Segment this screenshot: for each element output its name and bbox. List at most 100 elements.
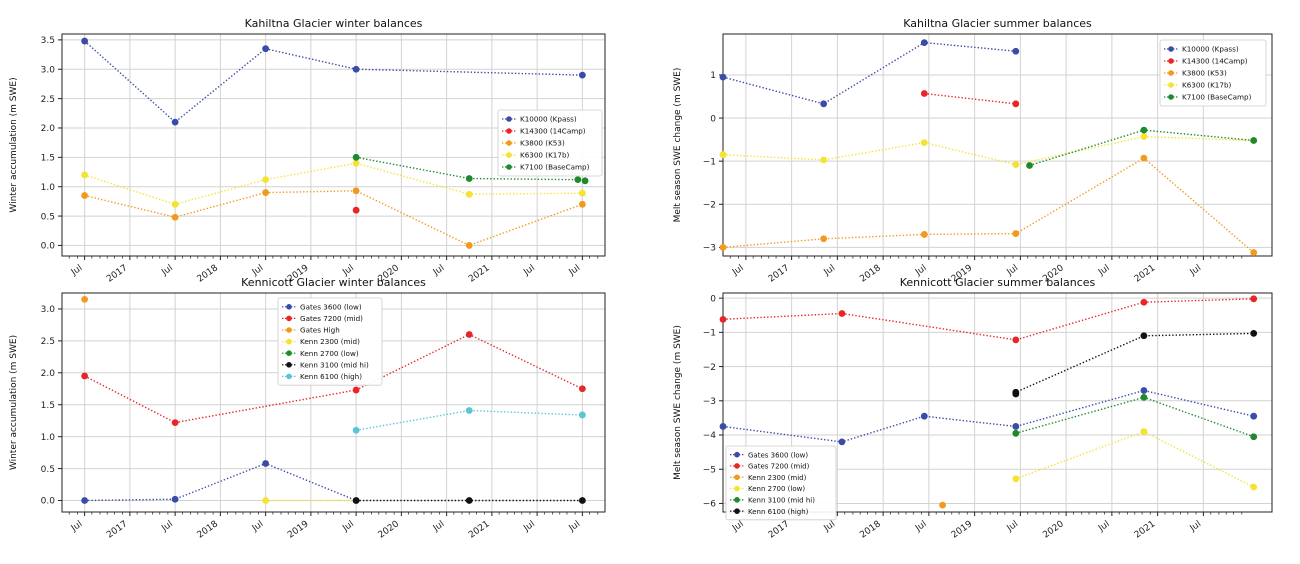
legend-label: K14300 (14Camp) — [520, 127, 586, 136]
data-point — [465, 407, 473, 414]
x-tick-label: Jul — [159, 519, 174, 534]
x-tick-label: Jul — [822, 263, 837, 278]
legend-label: K14300 (14Camp) — [1182, 57, 1248, 66]
series-line — [1015, 396, 1254, 438]
data-point — [578, 200, 586, 208]
x-tick-label: 2018 — [196, 263, 221, 284]
x-tick-label: Jul — [250, 519, 265, 534]
data-point — [578, 189, 586, 197]
series-3 — [81, 187, 586, 249]
x-tick-label: 2021 — [1133, 263, 1157, 284]
chart-1: 0.0 0.5 1.0 1.5 2.0 2.5 3.0 3.5 Jul 2017 Jul 2018 Ju… — [9, 17, 606, 285]
legend-label: K3800 (K53) — [1182, 69, 1227, 78]
x-tick-label: 2020 — [1041, 519, 1066, 540]
y-axis-label: Melt season SWE change (m SWE) — [673, 325, 683, 480]
legend: Gates 3600 (low) Gates 7200 (mid) Gates Hi… — [277, 297, 383, 386]
legend-marker — [734, 451, 740, 458]
series-4 — [81, 159, 586, 208]
x-tick-label: 2019 — [950, 519, 975, 540]
legend: K10000 (Kpass) K14300 (14Camp) K3800 (K53)… — [1159, 39, 1267, 107]
series-7 — [352, 407, 586, 434]
data-point — [920, 412, 928, 420]
legend-box — [497, 109, 603, 177]
x-tick-label: 2017 — [767, 263, 791, 284]
data-point — [352, 386, 360, 394]
x-tick-label: 2018 — [858, 263, 883, 284]
x-tick-label: Jul — [521, 263, 536, 278]
x-tick-label: Jul — [730, 519, 745, 534]
x-tick-label: Jul — [340, 519, 355, 534]
legend-marker — [506, 164, 512, 170]
series-line — [722, 157, 1255, 254]
legend-label: Kenn 2700 (low) — [748, 485, 805, 493]
data-point — [171, 495, 179, 503]
y-tick-label: 0 — [710, 114, 716, 124]
y-tick-label: 0.0 — [41, 242, 56, 252]
y-tick-label: −3 — [703, 244, 716, 254]
chart-title: Kahiltna Glacier winter balances — [245, 17, 423, 30]
data-point — [838, 438, 846, 446]
legend-label: Gates High — [300, 326, 340, 335]
data-point — [1250, 249, 1258, 256]
x-tick-label: Jul — [730, 263, 745, 278]
x-tick-label: 2017 — [767, 519, 791, 540]
x-tick-label: Jul — [69, 519, 84, 534]
legend-box — [1159, 39, 1267, 107]
legend-marker — [286, 362, 292, 368]
y-tick-label: 1 — [710, 71, 716, 81]
series-5 — [352, 153, 589, 185]
data-point — [578, 71, 586, 79]
y-tick-label: −1 — [703, 329, 716, 339]
y-tick-label: 0.5 — [41, 465, 55, 475]
x-tick-label: Jul — [431, 263, 446, 278]
legend-label: K10000 (Kpass) — [520, 115, 577, 124]
x-tick-label: Jul — [1188, 263, 1203, 278]
y-tick-label: 1.5 — [41, 401, 55, 411]
legend-marker — [286, 338, 292, 345]
data-point — [1250, 295, 1258, 303]
data-point — [262, 460, 270, 467]
y-tick-label: 3.5 — [41, 36, 55, 46]
legend-marker — [506, 152, 512, 158]
data-point — [81, 192, 89, 199]
series-6 — [1012, 329, 1258, 398]
y-tick-label: 2.0 — [41, 369, 56, 379]
data-point — [465, 331, 473, 338]
x-tick-label: 2018 — [196, 519, 221, 540]
legend-label: Kenn 2700 (low) — [300, 349, 359, 358]
y-tick-label: −2 — [703, 200, 716, 210]
series-line — [722, 389, 1254, 443]
x-tick-label: 2017 — [105, 519, 129, 540]
data-point — [1140, 332, 1148, 340]
x-tick-label: 2021 — [467, 263, 491, 284]
legend-marker — [734, 485, 740, 492]
legend-marker — [1168, 58, 1174, 64]
legend-marker — [1168, 46, 1174, 52]
legend-marker — [286, 315, 292, 322]
y-tick-label: −1 — [703, 157, 716, 167]
data-point — [352, 65, 360, 73]
legend: Gates 3600 (low) Gates 7200 (mid) Kenn 230… — [725, 445, 837, 521]
data-point — [920, 231, 928, 238]
data-point — [81, 171, 89, 179]
legend-label: K3800 (K53) — [520, 139, 565, 148]
series-4 — [719, 133, 1258, 169]
x-tick-label: Jul — [69, 263, 84, 278]
data-point — [574, 176, 582, 184]
y-axis-label: Melt season SWE change (m SWE) — [673, 68, 683, 223]
legend-box — [277, 297, 383, 386]
series-1 — [719, 387, 1258, 446]
series-line — [722, 41, 1016, 105]
data-point — [1250, 483, 1258, 491]
legend-label: K10000 (Kpass) — [1182, 45, 1239, 54]
data-point — [171, 419, 179, 427]
series-2 — [920, 90, 1020, 108]
y-tick-label: 1.5 — [41, 154, 55, 164]
y-tick-label: 1.0 — [41, 433, 56, 443]
data-point — [719, 423, 727, 430]
y-tick-label: 0.0 — [41, 497, 56, 507]
series-6 — [352, 497, 586, 504]
y-tick-label: −2 — [703, 363, 716, 373]
y-tick-label: 3.0 — [41, 305, 56, 315]
